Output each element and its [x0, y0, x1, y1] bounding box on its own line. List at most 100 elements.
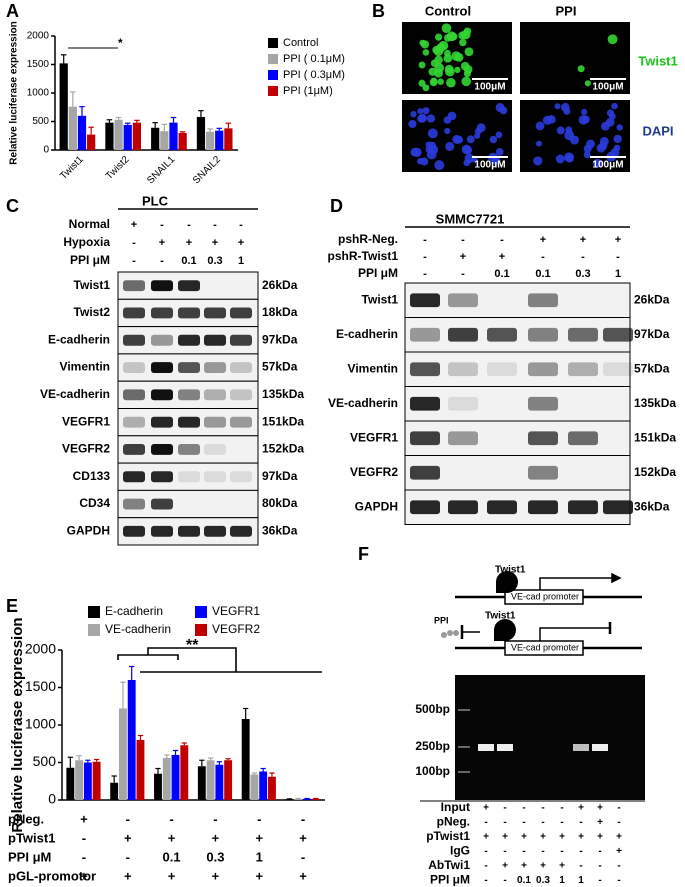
bar [87, 134, 96, 150]
condition-label: AbTwi1 [428, 858, 470, 872]
error-bar [216, 761, 222, 765]
error-bar [225, 758, 231, 761]
error-bar [198, 110, 204, 117]
y-tick-label: 1000 [25, 716, 56, 732]
condition-value: + [578, 832, 584, 843]
condition-value: 0.1 [181, 255, 196, 267]
cell [437, 78, 444, 85]
cell [611, 102, 618, 110]
y-tick-label: 500 [33, 753, 57, 769]
condition-value: - [598, 846, 601, 857]
bar [169, 122, 178, 150]
band [568, 500, 598, 515]
error-bar [216, 127, 222, 131]
y-tick-label: 1500 [25, 678, 56, 694]
blot-strip [404, 386, 631, 422]
band [151, 307, 173, 319]
cell [426, 114, 436, 123]
band [568, 362, 598, 377]
cell [430, 59, 439, 67]
condition-value: - [541, 803, 544, 814]
condition-value: + [502, 861, 508, 872]
blot-size: 36kDa [634, 499, 670, 513]
cell [417, 114, 426, 123]
band [230, 307, 252, 319]
blot-size: 151kDa [262, 414, 304, 428]
band [204, 471, 226, 483]
condition-label: IgG [450, 844, 470, 858]
y-tick-label: 1500 [27, 59, 50, 70]
band [123, 307, 145, 319]
cell [422, 107, 430, 115]
condition-value: - [541, 817, 544, 828]
condition-value: - [522, 846, 525, 857]
cell [584, 80, 591, 87]
condition-value: + [483, 803, 489, 814]
condition-value: + [615, 234, 621, 246]
y-axis-label: Relative luciferase expression [9, 21, 20, 164]
cell [466, 135, 475, 144]
condition-value: - [461, 234, 465, 246]
condition-value: + [238, 237, 244, 249]
condition-value: 0.3 [207, 255, 222, 267]
condition-value: - [484, 846, 487, 857]
blot-size: 57kDa [262, 360, 298, 374]
condition-value: - [484, 861, 487, 872]
cell [476, 123, 486, 133]
cell [535, 121, 545, 131]
cell [547, 115, 556, 124]
blot-size: 151kDa [634, 430, 676, 444]
band [178, 416, 200, 428]
cell [454, 66, 461, 73]
condition-value: - [617, 803, 620, 814]
condition-value: - [560, 846, 563, 857]
legend-swatch [88, 606, 100, 618]
band [123, 334, 145, 346]
legend-swatch [88, 624, 100, 636]
cell [577, 65, 585, 73]
legend-label: VE-cadherin [105, 622, 171, 636]
marker-label: 250bp [415, 739, 450, 753]
cell [461, 144, 472, 155]
condition-value: 0.1 [494, 268, 509, 280]
condition-value: - [239, 219, 243, 231]
error-bar [124, 122, 131, 125]
error-bar [155, 767, 161, 774]
legend-label: PPI ( 0.1μM) [283, 53, 345, 65]
condition-value: - [541, 846, 544, 857]
condition-value: - [581, 251, 585, 263]
band [410, 362, 440, 377]
band [448, 500, 478, 515]
error-bar [67, 756, 73, 768]
condition-value: - [187, 219, 191, 231]
x-tick-label: SNAIL2 [191, 154, 223, 186]
cell [460, 61, 470, 71]
condition-value: + [559, 832, 565, 843]
band [151, 280, 173, 292]
cell [581, 108, 588, 116]
condition-value: + [255, 830, 263, 845]
bar [215, 130, 224, 150]
legend-label: PPI ( 0.3μM) [283, 69, 345, 81]
blot-label: CD133 [73, 469, 111, 483]
bar [160, 131, 169, 150]
cell [461, 30, 471, 40]
band [230, 389, 252, 401]
condition-value: - [213, 219, 217, 231]
condition-value: + [212, 237, 218, 249]
band [230, 525, 252, 537]
legend-label: VEGFR1 [212, 604, 260, 618]
condition-value: - [132, 237, 136, 249]
condition-value: - [160, 255, 164, 267]
band [204, 307, 226, 319]
condition-value: - [503, 875, 506, 886]
blot-label: Twist2 [74, 305, 111, 319]
band [487, 500, 517, 515]
condition-value: - [484, 817, 487, 828]
condition-value: - [126, 811, 130, 826]
bar [162, 758, 171, 800]
condition-label: pNeg. [8, 811, 44, 826]
condition-value: - [484, 875, 487, 886]
bar [132, 122, 142, 150]
error-bar [115, 116, 122, 120]
